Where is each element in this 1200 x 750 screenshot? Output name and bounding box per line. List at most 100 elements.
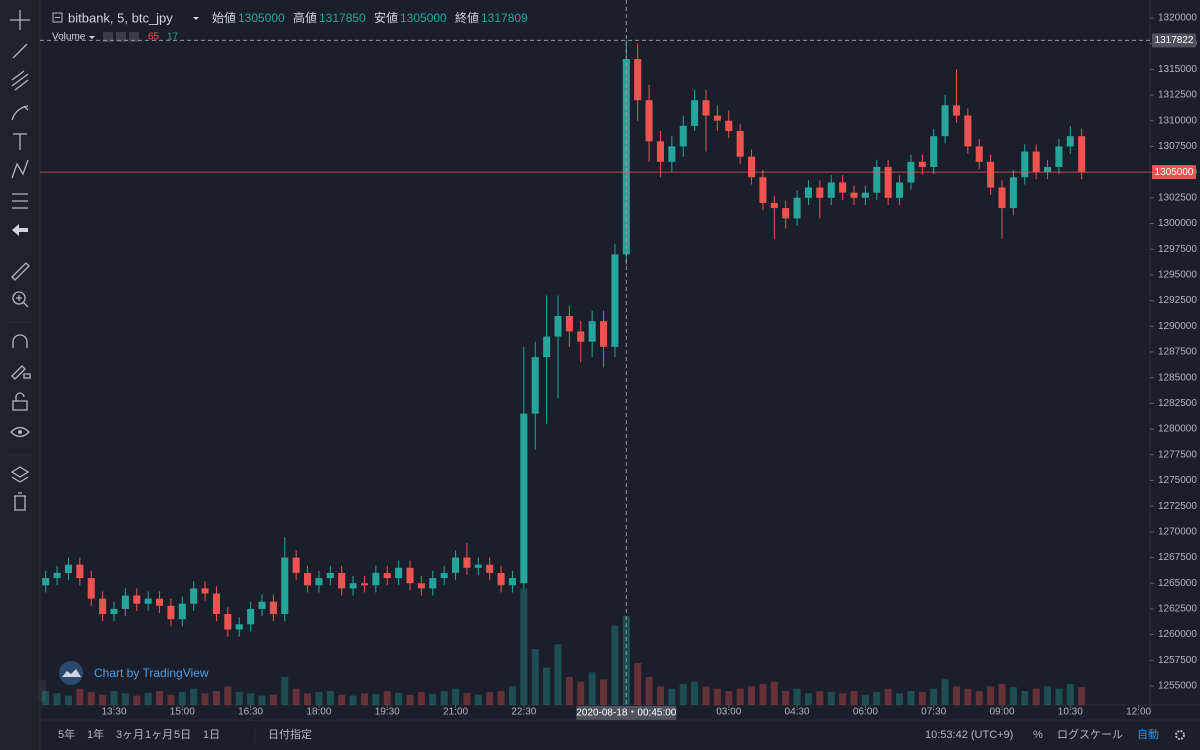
volume-bar xyxy=(406,694,414,705)
ruler-tool[interactable] xyxy=(11,262,30,281)
volume-bar xyxy=(42,691,50,705)
x-tick-label: 19:30 xyxy=(375,707,400,718)
visibility-tool-pupil xyxy=(18,430,22,434)
candle-body xyxy=(918,161,926,167)
candle-body xyxy=(748,156,756,178)
watermark[interactable]: Chart by TradingView xyxy=(94,666,209,680)
range-button[interactable]: 5年 xyxy=(58,727,75,741)
collapse-legend-icon[interactable] xyxy=(52,12,63,23)
volume-bar xyxy=(429,693,437,705)
settings-icon[interactable] xyxy=(1175,730,1185,740)
y-tick-label: 1285000 xyxy=(1158,372,1197,383)
goto-date[interactable]: 日付指定 xyxy=(268,727,312,741)
delete-tool[interactable] xyxy=(14,492,26,511)
candle-body xyxy=(588,321,596,342)
last-price-label: 1305000 xyxy=(1155,167,1194,178)
auto-scale-toggle[interactable]: 自動 xyxy=(1137,727,1159,741)
back-tool[interactable] xyxy=(12,224,28,236)
volume-bar xyxy=(292,688,300,705)
brush-tool[interactable] xyxy=(11,105,29,121)
volume-bar xyxy=(964,688,972,705)
visibility-tool[interactable] xyxy=(10,426,30,438)
range-button[interactable]: 5日 xyxy=(174,729,191,741)
range-button[interactable]: 1ヶ月 xyxy=(145,729,173,741)
volume-bar xyxy=(486,691,494,705)
volume-bar xyxy=(224,686,232,705)
volume-bar xyxy=(645,677,653,705)
volume-bar xyxy=(110,691,118,705)
fib-tool[interactable] xyxy=(11,70,29,91)
candle-body xyxy=(839,182,847,193)
candle-body xyxy=(121,595,129,609)
volume-bar xyxy=(1044,686,1052,705)
y-tick-label: 1280000 xyxy=(1158,424,1197,435)
volume-bar xyxy=(577,681,585,705)
volume-bar xyxy=(315,691,323,705)
volume-bar xyxy=(952,686,960,705)
candle-body xyxy=(258,601,266,609)
x-tick-label: 13:30 xyxy=(101,707,126,718)
volume-bar xyxy=(816,691,824,705)
volume-bar xyxy=(873,691,881,705)
candle-body xyxy=(190,588,198,604)
collapse-handle[interactable] xyxy=(38,680,46,702)
candle-body xyxy=(247,608,255,625)
volume-settings-button[interactable] xyxy=(103,32,113,42)
pattern-tool[interactable] xyxy=(11,159,29,179)
candle-body xyxy=(531,357,539,414)
x-tick-label: 15:00 xyxy=(170,707,195,718)
volume-bar xyxy=(99,694,107,705)
zoom-tool[interactable] xyxy=(12,291,26,305)
candle-body xyxy=(53,572,61,579)
candle-body xyxy=(702,100,710,116)
y-tick-label: 1295000 xyxy=(1158,270,1197,281)
candle-body xyxy=(975,146,983,162)
percent-toggle[interactable]: % xyxy=(1033,729,1043,741)
candle-body xyxy=(395,567,403,579)
volume-bar xyxy=(144,692,152,705)
candle-body xyxy=(292,557,300,573)
range-button[interactable]: 1年 xyxy=(87,727,104,741)
volume-hide-button[interactable] xyxy=(116,32,126,42)
range-button[interactable]: 3ヶ月 xyxy=(116,729,144,741)
lock-drawing-tool[interactable] xyxy=(11,365,31,380)
symbol-dropdown[interactable] xyxy=(193,17,199,20)
volume-bar xyxy=(759,684,767,705)
x-tick-label: 04:30 xyxy=(785,707,810,718)
candle-body xyxy=(326,572,334,579)
y-tick-label: 1262500 xyxy=(1158,604,1197,615)
crosshair-tool[interactable] xyxy=(10,10,30,30)
candle-body xyxy=(474,564,482,568)
candle-body xyxy=(565,315,573,332)
symbol-title[interactable]: bitbank, 5, btc_jpy xyxy=(68,10,173,25)
volume-legend-label: Volume xyxy=(52,32,86,43)
volume-bar xyxy=(930,688,938,705)
layers-tool[interactable] xyxy=(10,466,30,483)
candle-body xyxy=(235,624,243,630)
candle-body xyxy=(736,131,744,157)
volume-bar xyxy=(440,691,448,705)
magnet-tool[interactable] xyxy=(12,334,28,348)
unlock-tool[interactable] xyxy=(12,392,28,411)
log-scale-toggle[interactable]: ログスケール xyxy=(1057,727,1123,741)
text-tool[interactable] xyxy=(13,133,27,150)
candle-body xyxy=(873,166,881,193)
volume-bar xyxy=(338,694,346,705)
candle-body xyxy=(212,593,220,615)
volume-bar xyxy=(53,693,61,705)
candle-body xyxy=(156,598,164,606)
candle-body xyxy=(691,100,699,126)
x-tick-label: 06:00 xyxy=(853,707,878,718)
prediction-tool[interactable] xyxy=(12,193,28,209)
candle-body xyxy=(850,192,858,198)
y-tick-label: 1290000 xyxy=(1158,321,1197,332)
candle-body xyxy=(770,202,778,209)
x-tick-label: 10:30 xyxy=(1058,707,1083,718)
volume-dropdown[interactable] xyxy=(89,36,95,39)
volume-bar xyxy=(679,684,687,705)
range-button[interactable]: 1日 xyxy=(203,729,220,741)
volume-remove-button[interactable] xyxy=(129,32,139,42)
candle-body xyxy=(645,100,653,142)
trendline-tool[interactable] xyxy=(12,43,28,59)
